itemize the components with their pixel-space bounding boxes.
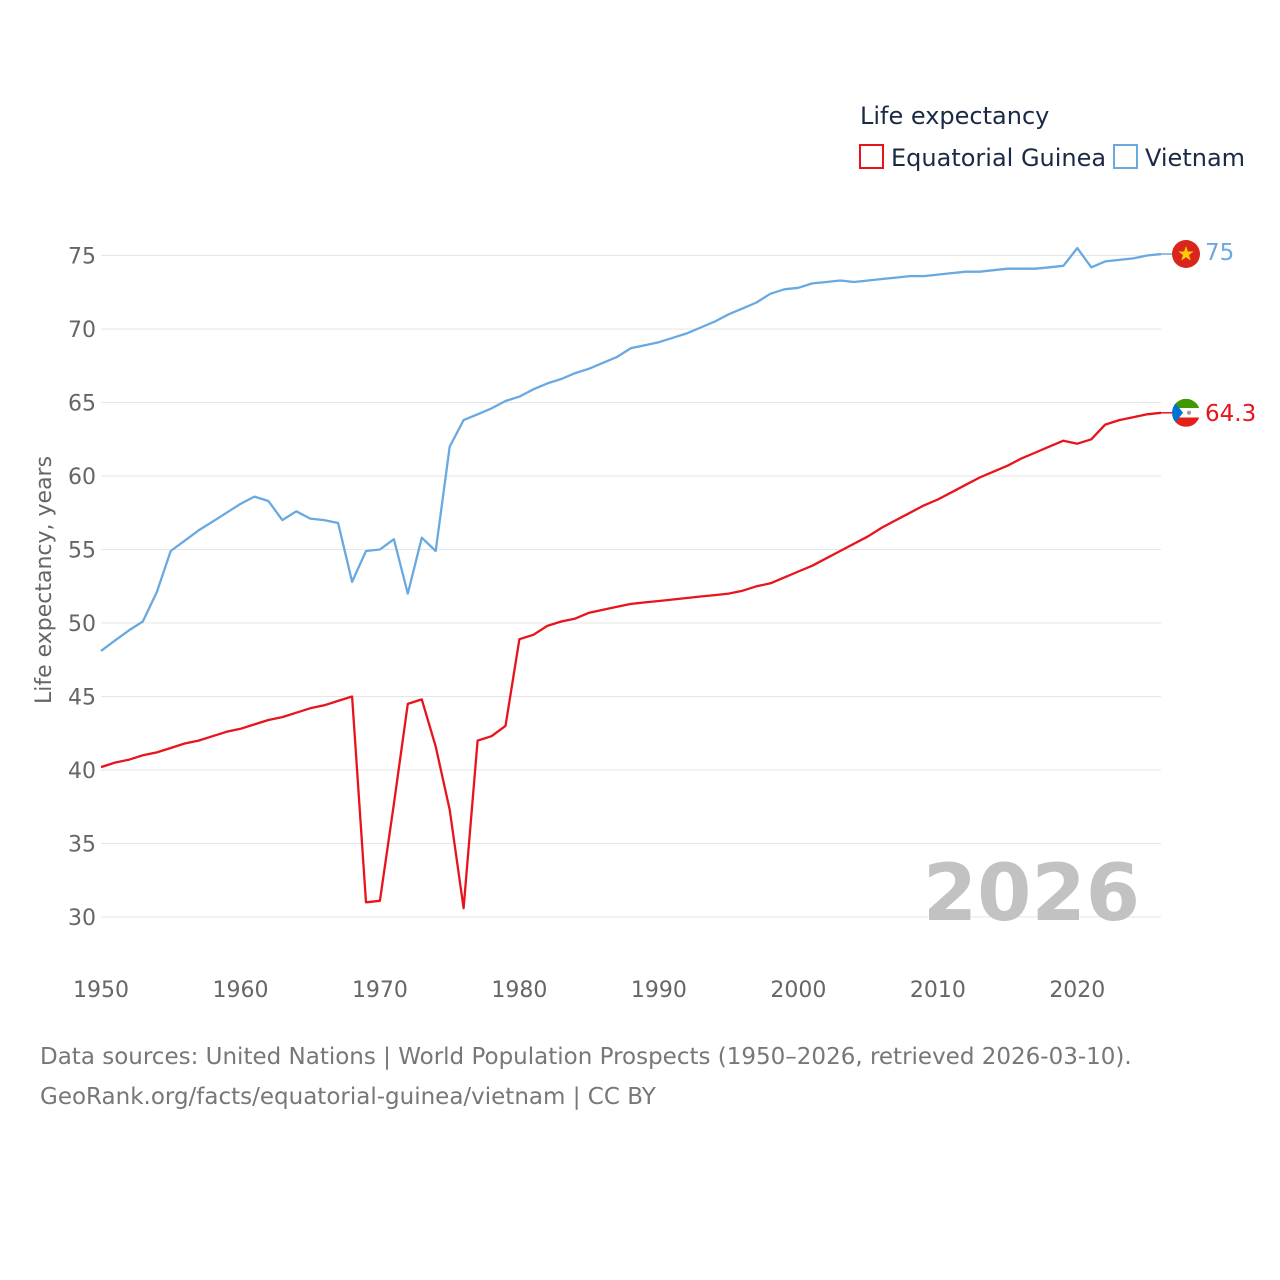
legend-label-vietnam: Vietnam <box>1145 144 1245 172</box>
y-tick-label: 30 <box>68 906 96 931</box>
y-axis-label: Life expectancy, years <box>32 456 57 704</box>
y-tick-label: 60 <box>68 465 96 490</box>
gridlines <box>101 255 1161 918</box>
y-tick-label: 45 <box>68 686 96 711</box>
x-tick-label: 1990 <box>631 978 687 1003</box>
footer-attribution[interactable]: GeoRank.org/facts/equatorial-guinea/viet… <box>40 1084 656 1110</box>
end-value-equatorial-guinea: 64.3 <box>1205 401 1256 427</box>
y-tick-label: 65 <box>68 392 96 417</box>
legend-label-equatorial-guinea: Equatorial Guinea <box>891 144 1106 172</box>
end-value-vietnam: 75 <box>1205 240 1234 266</box>
x-tick-label: 1960 <box>212 978 268 1003</box>
equatorial-guinea-flag-icon <box>1172 398 1200 427</box>
year-watermark: 2026 <box>923 849 1140 939</box>
y-tick-label: 70 <box>68 318 96 343</box>
line-chart: Life expectancy Equatorial Guinea Vietna… <box>32 102 1256 1003</box>
y-axis-ticks: 30 35 40 45 50 55 60 65 70 75 <box>68 245 96 932</box>
x-tick-label: 2000 <box>770 978 826 1003</box>
vietnam-flag-icon <box>1172 240 1200 268</box>
x-tick-label: 2010 <box>910 978 966 1003</box>
footer-sources: Data sources: United Nations | World Pop… <box>40 1044 1132 1070</box>
series-line-vietnam[interactable] <box>100 246 1162 652</box>
legend-title: Life expectancy <box>860 102 1049 130</box>
y-tick-label: 40 <box>68 759 96 784</box>
legend-swatch-equatorial-guinea <box>859 144 884 169</box>
series-line-equatorial-guinea[interactable] <box>100 411 1162 910</box>
legend-item-vietnam[interactable]: Vietnam <box>1113 144 1245 172</box>
x-tick-label: 2020 <box>1049 978 1105 1003</box>
legend-item-equatorial-guinea[interactable]: Equatorial Guinea <box>859 144 1106 172</box>
x-tick-label: 1980 <box>491 978 547 1003</box>
x-tick-label: 1970 <box>352 978 408 1003</box>
series-lines <box>100 246 1172 910</box>
legend-swatch-vietnam <box>1113 144 1138 169</box>
x-tick-label: 1950 <box>73 978 129 1003</box>
y-tick-label: 55 <box>68 539 96 564</box>
y-tick-label: 75 <box>68 245 96 270</box>
y-tick-label: 35 <box>68 833 96 858</box>
x-axis-ticks: 1950 1960 1970 1980 1990 2000 2010 2020 <box>73 978 1105 1003</box>
y-tick-label: 50 <box>68 612 96 637</box>
